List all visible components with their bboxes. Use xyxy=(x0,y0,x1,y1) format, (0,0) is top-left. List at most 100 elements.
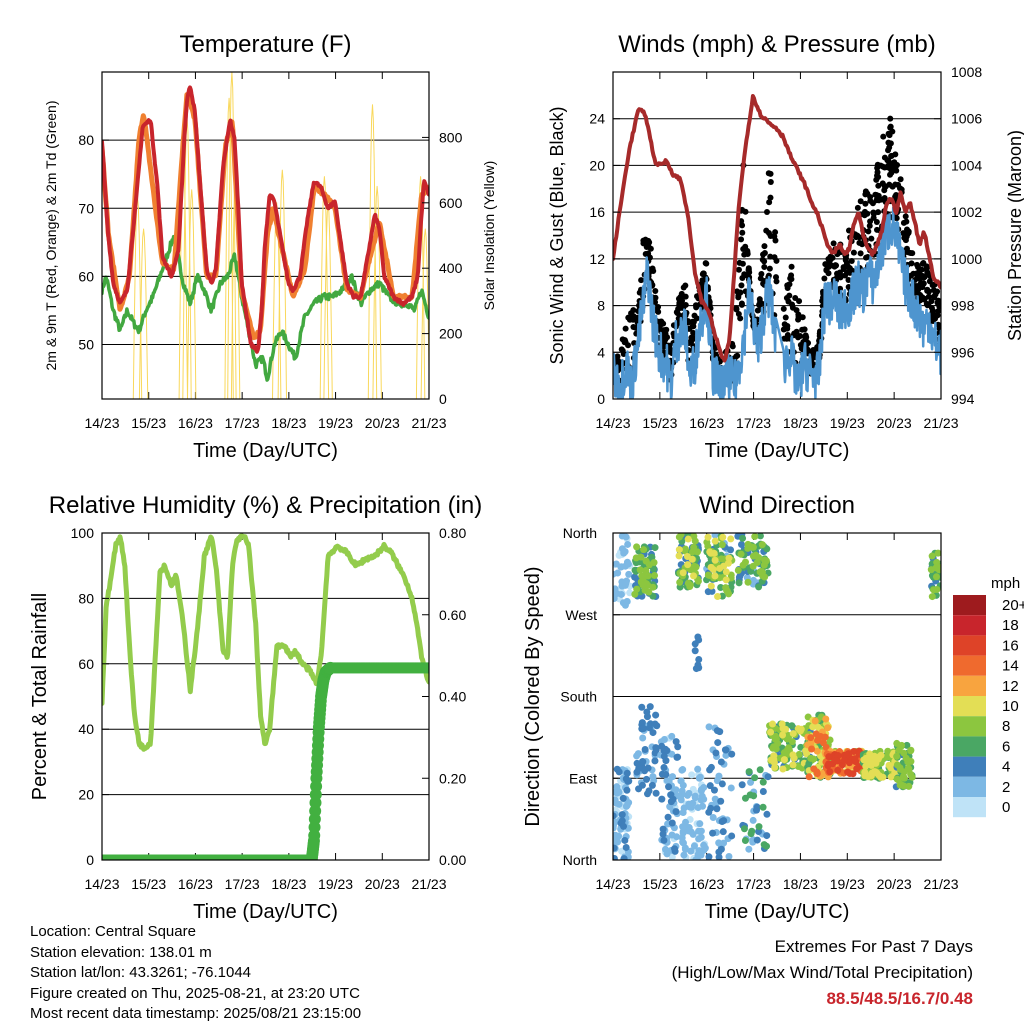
gust-point xyxy=(866,222,873,229)
y2-tick-label: 0.80 xyxy=(439,525,466,541)
gust-point xyxy=(888,169,895,176)
gust-point xyxy=(870,209,877,216)
y2-tick-label: 0.60 xyxy=(439,607,466,623)
x-tick-label: 15/23 xyxy=(642,415,677,431)
y2-tick-label: 400 xyxy=(439,260,463,276)
direction-series xyxy=(613,533,941,860)
direction-point xyxy=(695,656,703,664)
direction-point xyxy=(739,534,747,542)
gust-point xyxy=(889,183,896,190)
direction-point xyxy=(903,741,911,749)
gust-point xyxy=(880,133,887,140)
y2-tick-label: 800 xyxy=(439,129,463,145)
direction-point xyxy=(643,790,651,798)
direction-point xyxy=(755,823,763,831)
plot-border xyxy=(612,71,942,400)
gust-point xyxy=(821,275,828,282)
direction-point xyxy=(819,739,827,747)
direction-point xyxy=(853,765,861,773)
gust-point xyxy=(868,235,875,242)
direction-point xyxy=(727,535,735,543)
direction-point xyxy=(644,572,652,580)
direction-point xyxy=(671,845,679,853)
x-axis-label: Time (Day/UTC) xyxy=(705,440,850,462)
direction-point xyxy=(748,827,756,835)
direction-point xyxy=(907,746,915,754)
direction-point xyxy=(840,756,848,764)
direction-point xyxy=(788,738,796,746)
gust-point xyxy=(873,219,880,226)
direction-point xyxy=(899,772,907,780)
gust-point xyxy=(784,282,791,289)
direction-point xyxy=(807,734,815,742)
direction-point xyxy=(677,796,685,804)
gust-point xyxy=(688,337,695,344)
x-tick-label: 17/23 xyxy=(736,876,771,892)
direction-point xyxy=(618,817,626,825)
x-tick-label: 21/23 xyxy=(411,876,446,892)
direction-point xyxy=(633,543,641,551)
direction-point xyxy=(676,578,684,586)
plot-border xyxy=(101,532,430,861)
gust-point xyxy=(850,249,857,256)
gust-point xyxy=(615,357,622,364)
direction-point xyxy=(896,765,904,773)
gust-point xyxy=(934,288,941,295)
gust-point xyxy=(689,318,696,325)
direction-point xyxy=(691,640,699,648)
direction-point xyxy=(694,765,702,773)
direction-point xyxy=(668,819,676,827)
y2-tick-label: 1004 xyxy=(951,157,982,173)
x-tick-label: 15/23 xyxy=(131,876,166,892)
direction-point xyxy=(937,564,941,572)
x-tick-label: 18/23 xyxy=(783,876,818,892)
gust-point xyxy=(857,198,864,205)
direction-point xyxy=(734,566,742,574)
x-axis-label: Time (Day/UTC) xyxy=(193,901,338,923)
y-tick-label: North xyxy=(563,852,597,868)
gust-point xyxy=(761,258,768,265)
direction-point xyxy=(684,561,692,569)
y2-axis-label: Station Pressure (Maroon) xyxy=(1005,130,1024,341)
colorbar-swatch xyxy=(953,615,986,636)
station-info: Location: Central Square Station elevati… xyxy=(30,922,361,1025)
direction-point xyxy=(690,562,698,570)
gust-point xyxy=(630,316,637,323)
direction-point xyxy=(652,711,660,719)
direction-point xyxy=(751,533,759,541)
colorbar-swatch xyxy=(953,716,986,737)
colorbar-label: 14 xyxy=(1002,658,1019,675)
gust-point xyxy=(884,157,891,164)
direction-point xyxy=(755,583,763,591)
direction-point xyxy=(651,749,659,757)
direction-point xyxy=(728,750,736,758)
direction-point xyxy=(643,775,651,783)
y-tick-label: 80 xyxy=(78,132,94,148)
direction-point xyxy=(778,720,786,728)
direction-point xyxy=(667,791,675,799)
colorbar-swatch xyxy=(953,675,986,696)
direction-point xyxy=(741,794,749,802)
dewpoint-2m-line xyxy=(102,234,429,382)
gust-point xyxy=(931,293,938,300)
gust-point xyxy=(766,199,773,206)
recent-timestamp: Most recent data timestamp: 2025/08/21 2… xyxy=(30,1005,362,1022)
direction-point xyxy=(621,836,629,844)
direction-point xyxy=(640,724,648,732)
direction-point xyxy=(867,770,875,778)
y2-tick-label: 1000 xyxy=(951,251,982,267)
direction-point xyxy=(844,768,852,776)
direction-point xyxy=(714,592,722,600)
colorbar-title: mph xyxy=(991,575,1020,592)
solar-line xyxy=(372,185,382,399)
direction-point xyxy=(697,827,705,835)
gust-point xyxy=(797,342,804,349)
gust-point xyxy=(780,305,787,312)
direction-point xyxy=(663,777,671,785)
direction-point xyxy=(770,759,778,767)
direction-point xyxy=(933,558,941,566)
x-tick-label: 14/23 xyxy=(595,876,630,892)
gust-point xyxy=(734,352,741,359)
panel-4: Wind Direction Time (Day/UTC) 14/23 15/23 16… xyxy=(522,492,959,923)
direction-point xyxy=(613,788,617,796)
